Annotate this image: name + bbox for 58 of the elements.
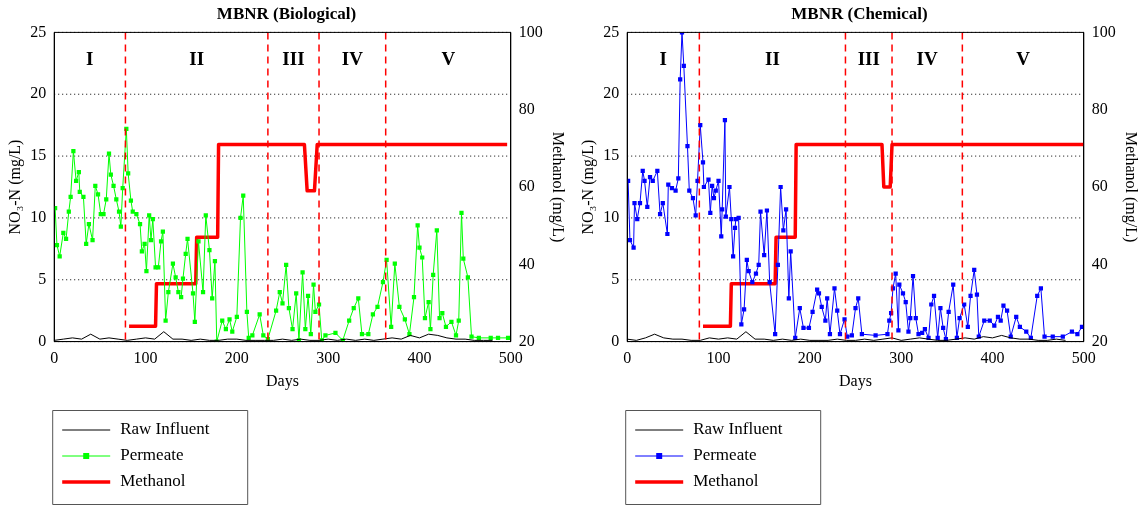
annotation: V: [441, 48, 456, 70]
y-tick-label: 0: [38, 331, 47, 349]
y2-tick-label: 100: [1091, 22, 1116, 40]
x-tick-label: 400: [980, 349, 1005, 367]
x-axis-title: Days: [839, 371, 872, 390]
y2-tick-label: 60: [1091, 177, 1108, 195]
annotation: III: [282, 48, 305, 70]
y2-axis-title: Methanol (mg/L): [549, 131, 568, 243]
annotation: IV: [916, 48, 939, 70]
y-tick-label: 25: [30, 22, 47, 40]
annotation: I: [86, 48, 94, 70]
y-tick-label: 10: [603, 208, 620, 226]
y2-tick-label: 20: [518, 331, 535, 349]
y2-tick-label: 60: [518, 177, 535, 195]
y-tick-label: 10: [30, 208, 47, 226]
y2-tick-label: 20: [1091, 331, 1108, 349]
legend-label: Methanol: [693, 471, 759, 491]
x-tick-label: 100: [133, 349, 158, 367]
x-tick-label: 500: [498, 349, 523, 367]
y-axis-title: NO₃-N (mg/L): [5, 139, 24, 235]
x-tick-label: 500: [1071, 349, 1096, 367]
y2-tick-label: 40: [1091, 254, 1108, 272]
y2-tick-label: 80: [518, 99, 535, 117]
y-tick-label: 20: [30, 84, 47, 102]
annotation: IV: [341, 48, 364, 70]
y2-tick-label: 40: [518, 254, 535, 272]
y2-tick-label: 100: [518, 22, 543, 40]
y-tick-label: 5: [611, 269, 620, 287]
legend-label: Raw Influent: [693, 419, 783, 439]
annotation: II: [189, 48, 205, 70]
annotation: III: [857, 48, 880, 70]
chart-title: MBNR (Biological): [216, 3, 357, 23]
y-axis-title: NO₃-N (mg/L): [578, 139, 597, 235]
x-tick-label: 100: [706, 349, 731, 367]
legend-label: Methanol: [120, 471, 186, 491]
annotation: II: [765, 48, 780, 70]
x-tick-label: 0: [623, 349, 632, 367]
legend-label: Raw Influent: [120, 419, 210, 439]
annotation: V: [1016, 48, 1031, 70]
y-tick-label: 0: [611, 331, 620, 349]
x-axis-title: Days: [266, 371, 299, 390]
x-tick-label: 200: [224, 349, 249, 367]
x-tick-label: 200: [797, 349, 822, 367]
y2-tick-label: 80: [1091, 99, 1108, 117]
y-tick-label: 25: [603, 22, 620, 40]
x-tick-label: 0: [50, 349, 59, 367]
chart-title: MBNR (Chemical): [791, 3, 928, 23]
y-tick-label: 20: [603, 84, 620, 102]
legend-label: Permeate: [693, 445, 757, 465]
x-tick-label: 300: [316, 349, 341, 367]
x-tick-label: 400: [407, 349, 432, 367]
annotation: I: [659, 48, 667, 70]
x-tick-label: 300: [889, 349, 914, 367]
y-tick-label: 15: [603, 146, 620, 164]
legend-label: Permeate: [120, 445, 184, 465]
y2-axis-title: Methanol (mg/L): [1122, 131, 1141, 243]
y-tick-label: 15: [30, 146, 47, 164]
y-tick-label: 5: [38, 269, 47, 287]
